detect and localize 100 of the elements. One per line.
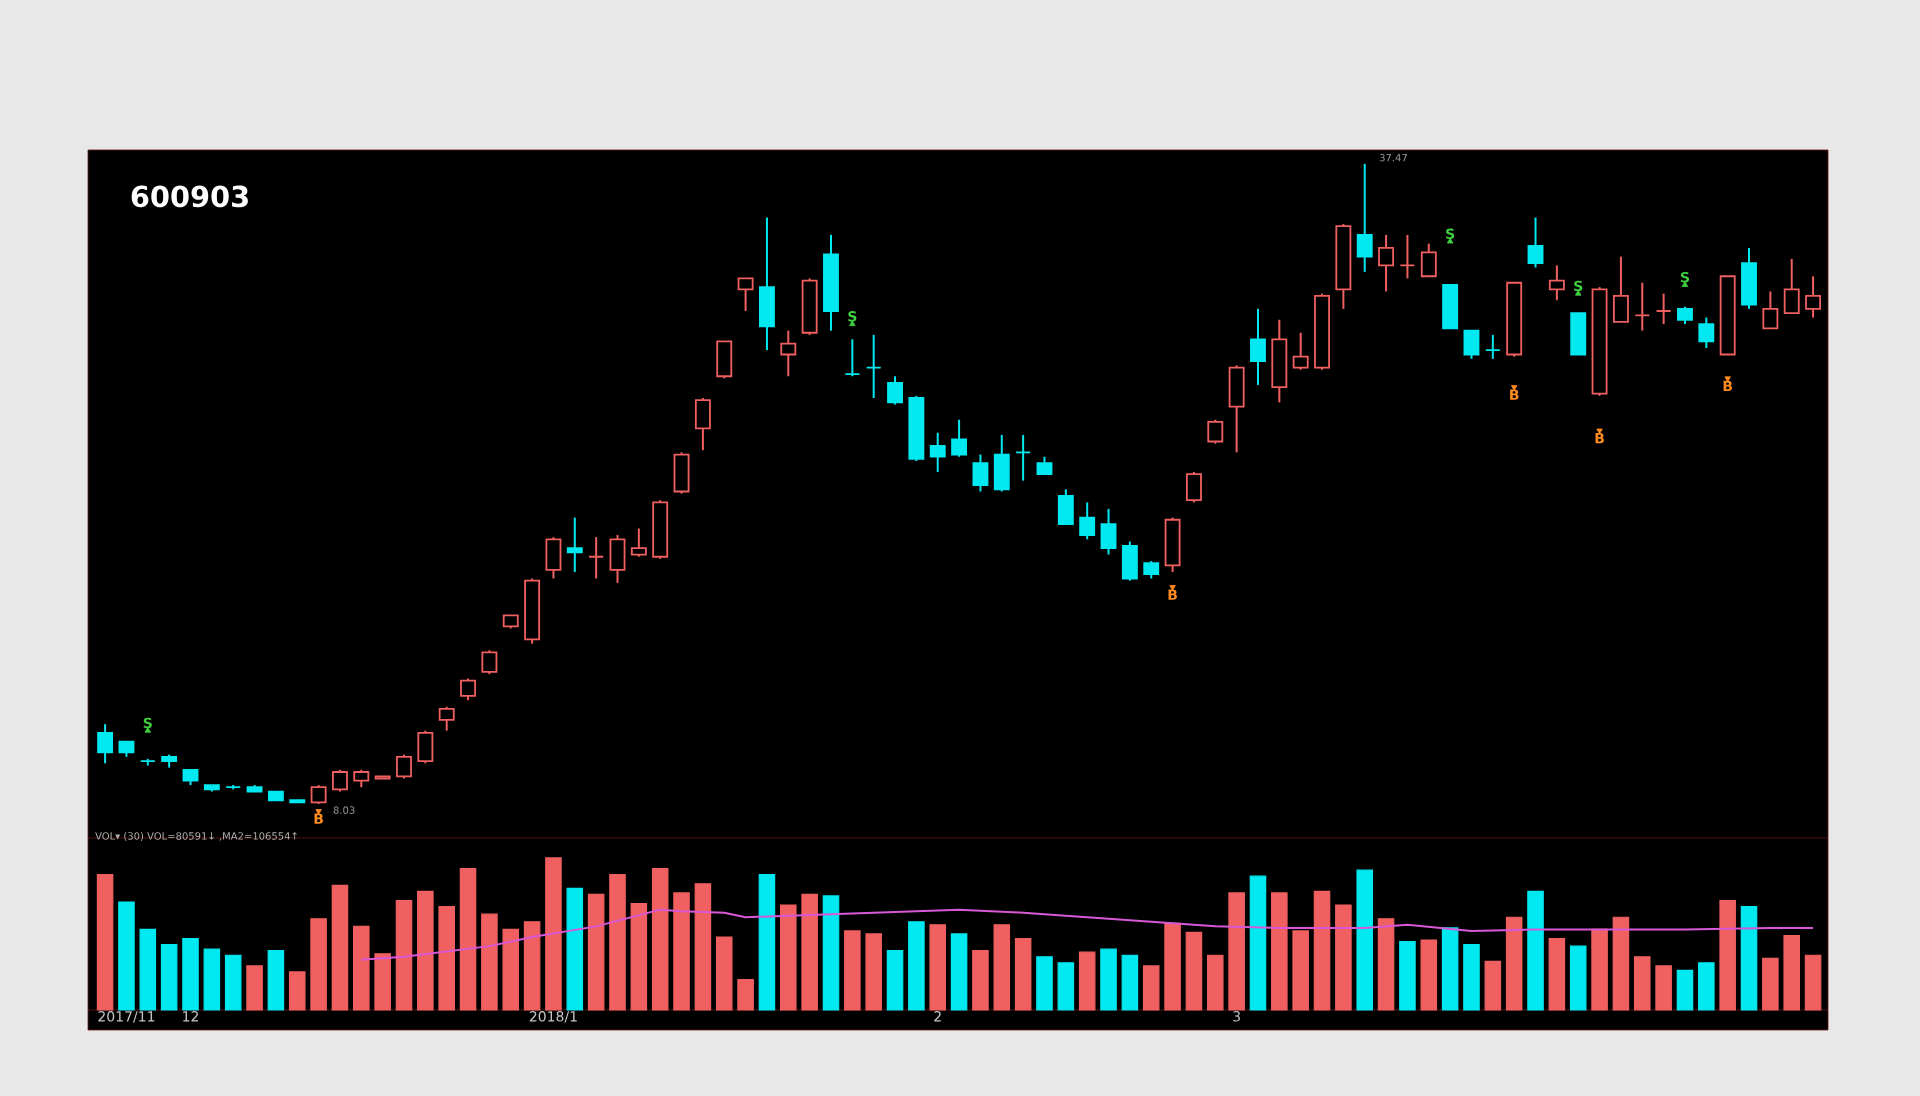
candlestick bbox=[1463, 329, 1480, 360]
candlestick bbox=[1570, 312, 1587, 356]
bar bbox=[1036, 956, 1053, 1011]
bar bbox=[182, 937, 199, 1011]
bar bbox=[1185, 931, 1203, 1011]
bar bbox=[310, 918, 327, 1011]
bar bbox=[929, 924, 947, 1011]
candlestick bbox=[716, 340, 733, 380]
bar bbox=[1335, 904, 1352, 1011]
bar bbox=[1698, 962, 1715, 1011]
bar bbox=[1207, 954, 1224, 1011]
bar bbox=[1441, 927, 1459, 1011]
candlestick bbox=[566, 516, 583, 573]
candlestick bbox=[972, 453, 989, 493]
bar bbox=[288, 971, 306, 1011]
bar bbox=[1292, 930, 1309, 1011]
bar bbox=[1505, 916, 1523, 1011]
bar bbox=[160, 944, 178, 1011]
bar bbox=[715, 936, 733, 1011]
bar bbox=[822, 895, 840, 1011]
candlestick bbox=[737, 277, 754, 313]
candlestick bbox=[396, 753, 412, 780]
bar bbox=[1548, 937, 1566, 1011]
candlestick bbox=[1762, 290, 1779, 330]
bar bbox=[1676, 969, 1694, 1011]
candlestick bbox=[1207, 418, 1224, 445]
candlestick bbox=[1292, 331, 1309, 371]
candlestick bbox=[438, 705, 455, 732]
candlestick bbox=[844, 338, 861, 378]
bar bbox=[865, 933, 882, 1011]
bar bbox=[801, 893, 818, 1011]
bar bbox=[1463, 944, 1480, 1011]
bar bbox=[758, 874, 776, 1011]
bar bbox=[523, 921, 541, 1011]
bar bbox=[1142, 965, 1160, 1011]
candlestick bbox=[1250, 307, 1266, 386]
bar bbox=[224, 954, 242, 1011]
candlestick bbox=[929, 431, 946, 473]
candlestick bbox=[1378, 233, 1395, 293]
candlestick bbox=[1100, 507, 1117, 556]
candlestick bbox=[1057, 488, 1074, 526]
bar bbox=[694, 883, 712, 1011]
candlestick bbox=[460, 677, 476, 702]
bar bbox=[972, 950, 989, 1011]
bar bbox=[395, 899, 413, 1011]
bar bbox=[1804, 954, 1822, 1011]
bar bbox=[993, 924, 1011, 1011]
bar bbox=[502, 928, 520, 1011]
bar bbox=[1100, 948, 1117, 1011]
bar bbox=[1228, 892, 1245, 1011]
candlestick bbox=[1228, 364, 1245, 454]
candlestick bbox=[1399, 233, 1416, 280]
candlestick bbox=[673, 451, 690, 495]
bar bbox=[1057, 962, 1075, 1011]
candlestick bbox=[1783, 257, 1800, 315]
candlestick bbox=[1548, 264, 1565, 302]
candlestick bbox=[545, 536, 562, 580]
candlestick bbox=[694, 397, 711, 452]
bar bbox=[630, 902, 648, 1011]
bar bbox=[1121, 954, 1139, 1011]
candlestick bbox=[1121, 540, 1138, 582]
candlestick bbox=[1185, 470, 1202, 504]
candlestick bbox=[1420, 242, 1437, 278]
bar bbox=[1399, 940, 1416, 1011]
candlestick bbox=[417, 729, 434, 765]
bar bbox=[1271, 892, 1288, 1011]
candlestick bbox=[1015, 433, 1032, 482]
candlestick bbox=[1442, 284, 1459, 330]
bar bbox=[331, 884, 349, 1011]
bar bbox=[1569, 945, 1587, 1011]
bar bbox=[1527, 890, 1544, 1011]
candlestick bbox=[630, 527, 647, 558]
bar bbox=[1612, 916, 1630, 1011]
bar bbox=[737, 978, 754, 1011]
candlestick bbox=[1634, 281, 1651, 332]
candlestick bbox=[1612, 255, 1629, 323]
text: 600903 bbox=[131, 185, 248, 208]
bar bbox=[481, 913, 498, 1011]
bar bbox=[950, 933, 968, 1011]
bar bbox=[1313, 890, 1331, 1011]
bar bbox=[1484, 960, 1502, 1011]
candlestick bbox=[310, 784, 327, 805]
bar bbox=[545, 857, 562, 1011]
bar bbox=[96, 874, 114, 1011]
bar bbox=[438, 906, 455, 1011]
candlestick bbox=[865, 333, 882, 399]
candlestick bbox=[1527, 216, 1544, 269]
bar bbox=[1356, 869, 1374, 1011]
bar bbox=[780, 904, 797, 1011]
bar bbox=[267, 950, 285, 1011]
bar bbox=[651, 868, 669, 1011]
bar bbox=[1249, 875, 1267, 1011]
bar bbox=[139, 928, 157, 1011]
bar bbox=[246, 965, 263, 1011]
bar bbox=[1164, 922, 1181, 1011]
bar bbox=[459, 868, 477, 1011]
candlestick bbox=[1271, 318, 1288, 404]
bar bbox=[417, 890, 434, 1011]
candlestick bbox=[332, 768, 348, 793]
bar bbox=[1377, 918, 1395, 1011]
